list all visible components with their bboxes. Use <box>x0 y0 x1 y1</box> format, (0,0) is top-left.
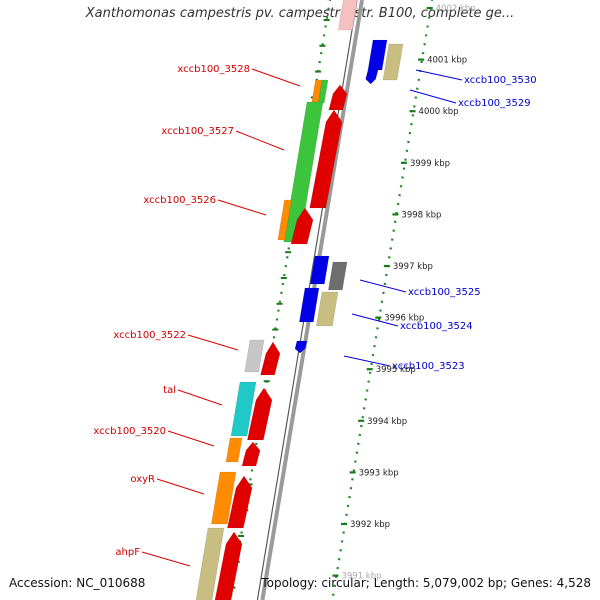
feature-blue-3530[interactable] <box>367 39 388 71</box>
ruler-labels: 4002 kbp 4001 kbp 4000 kbp 3999 kbp 3998 kbp… <box>341 4 475 582</box>
label-leader <box>343 355 391 367</box>
ruler-label: 3994 kbp <box>367 417 407 427</box>
gene-label[interactable]: xccb100_3524 <box>400 321 473 332</box>
feature-red-tal[interactable] <box>246 387 273 441</box>
label-leader <box>141 551 191 567</box>
gene-label[interactable]: xccb100_3530 <box>464 75 537 86</box>
label-leaders <box>141 68 463 567</box>
feature-blocks[interactable] <box>194 0 404 600</box>
feature-khaki-3530[interactable] <box>382 43 404 81</box>
gene-label[interactable]: xccb100_3528 <box>177 64 250 75</box>
feature-red-ahpF[interactable] <box>213 531 243 600</box>
gene-label[interactable]: xccb100_3523 <box>392 361 465 372</box>
feature-lightgray-3522[interactable] <box>244 339 265 373</box>
feature-red-3526[interactable] <box>290 207 314 245</box>
feature-red-3520[interactable] <box>241 441 261 467</box>
feature-orange-3520[interactable] <box>225 437 243 463</box>
gene-label[interactable]: tal <box>163 385 176 396</box>
gene-label[interactable]: xccb100_3525 <box>408 287 481 298</box>
label-leader <box>409 89 457 104</box>
gene-label[interactable]: oxyR <box>130 474 155 485</box>
ruler-label: 3991 kbp <box>341 572 381 582</box>
label-leader <box>235 130 285 151</box>
genome-summary-text: Topology: circular; Length: 5,079,002 bp… <box>261 576 591 590</box>
accession-text: Accession: NC_010688 <box>9 576 146 590</box>
feature-blue-small-3523[interactable] <box>294 340 308 354</box>
feature-gray-3525[interactable] <box>327 261 348 291</box>
feature-blue-3524[interactable] <box>299 287 320 323</box>
label-leader <box>167 430 215 447</box>
ruler-label: 3993 kbp <box>359 468 399 478</box>
gene-label[interactable]: xccb100_3520 <box>93 426 166 437</box>
outer-guide-right <box>331 0 434 600</box>
feature-cyan-tal[interactable] <box>230 381 257 437</box>
gene-label[interactable]: xccb100_3522 <box>113 330 186 341</box>
gene-label[interactable]: xccb100_3529 <box>458 98 531 109</box>
feature-faded-top[interactable] <box>338 0 359 31</box>
ruler-label: 4001 kbp <box>427 56 467 66</box>
gene-label[interactable]: ahpF <box>115 547 140 558</box>
feature-blue-small-3530[interactable] <box>365 69 379 85</box>
ruler-label: 3998 kbp <box>401 210 441 220</box>
feature-orange-3526[interactable] <box>277 199 292 241</box>
feature-khaki-ahpF[interactable] <box>194 527 225 600</box>
map-title: Xanthomonas campestris pv. campestris st… <box>85 6 515 21</box>
ruler-label: 3996 kbp <box>384 314 424 324</box>
ruler-label: 3992 kbp <box>350 520 390 530</box>
feature-red-3522[interactable] <box>260 341 281 376</box>
label-leader <box>217 199 267 216</box>
label-leader <box>351 313 399 327</box>
ruler-label: 3995 kbp <box>376 365 416 375</box>
label-leader <box>415 69 463 81</box>
label-leader <box>187 334 239 351</box>
gene-label[interactable]: xccb100_3527 <box>161 126 234 137</box>
label-leader <box>156 478 205 495</box>
ruler-label: 4002 kbp <box>436 4 476 14</box>
ruler-label: 3999 kbp <box>410 159 450 169</box>
feature-blue-3525[interactable] <box>309 255 330 285</box>
feature-khaki-3524[interactable] <box>316 291 339 327</box>
gene-labels[interactable]: xccb100_3528xccb100_3527xccb100_3526xccb… <box>93 64 536 558</box>
feature-red-oxyR[interactable] <box>226 475 253 529</box>
label-leader <box>251 68 301 87</box>
feature-red-3528[interactable] <box>328 84 348 111</box>
ruler-label: 3997 kbp <box>393 262 433 272</box>
label-leader <box>177 389 223 406</box>
label-leader <box>359 279 407 293</box>
feature-red-3527[interactable] <box>309 109 343 209</box>
feature-orange-oxyR[interactable] <box>211 471 237 525</box>
feature-green-3528[interactable] <box>317 79 329 104</box>
ruler-label: 4000 kbp <box>419 107 459 117</box>
gene-label[interactable]: xccb100_3526 <box>143 195 216 206</box>
